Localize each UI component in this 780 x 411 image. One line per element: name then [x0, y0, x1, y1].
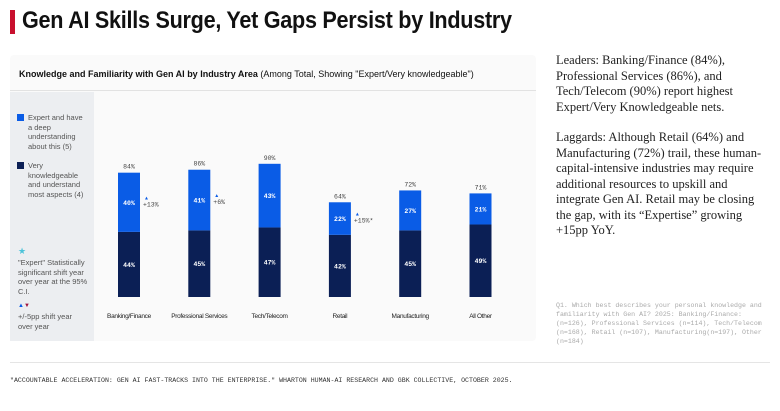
commentary-laggards: Laggards: Although Retail (64%) and Manu… [556, 130, 762, 237]
bar-value-label: 45% [193, 261, 205, 268]
source-citation: "ACCOUNTABLE ACCELERATION: GEN AI FAST-T… [10, 377, 513, 384]
bar-value-label: 45% [404, 261, 416, 268]
up-down-arrows-icon: ▲▼ [18, 303, 30, 309]
star-icon: ★ [18, 246, 27, 256]
bar-segment [328, 234, 351, 297]
category-label: Tech/Telecom [252, 313, 288, 320]
survey-note: Q1. Which best describes your personal k… [556, 302, 762, 345]
bar-total-label: 64% [334, 193, 346, 200]
bar-segment [469, 224, 492, 297]
yoy-shift-label: +6% [213, 199, 225, 206]
bar-value-label: 43% [264, 193, 276, 200]
bar-value-label: 44% [123, 262, 135, 269]
legend-swatch-very [17, 162, 24, 169]
bar-value-label: 49% [475, 258, 487, 265]
chart-title: Knowledge and Familiarity with Gen AI by… [19, 69, 258, 79]
bar-value-label: 21% [475, 206, 487, 213]
chart-legend: Expert and have a deep understanding abo… [10, 92, 94, 341]
yoy-shift-label: +13% [143, 201, 159, 208]
bar-segment [469, 193, 492, 225]
chart-header: Knowledge and Familiarity with Gen AI by… [10, 60, 536, 91]
bar-segment [328, 202, 351, 235]
legend-star-note: "Expert" Statistically significant shift… [18, 258, 88, 296]
bar-segment [258, 163, 281, 228]
up-arrow-icon: ▲ [355, 212, 360, 218]
legend-swatch-expert [17, 114, 24, 121]
page-title: Gen AI Skills Surge, Yet Gaps Persist by… [22, 7, 512, 34]
title-accent-bar [10, 10, 15, 34]
commentary: Leaders: Banking/Finance (84%), Professi… [556, 53, 771, 254]
legend-label-very: Very knowledgeable and understand most a… [28, 161, 84, 199]
up-arrow-icon: ▲ [214, 193, 219, 199]
bar-total-label: 90% [264, 155, 276, 162]
yoy-shift-label: +15%* [354, 218, 374, 225]
bar-segment [258, 227, 281, 297]
up-arrow-icon: ▲ [144, 195, 149, 201]
bar-total-label: 72% [404, 181, 416, 188]
bar-value-label: 22% [334, 216, 346, 223]
bar-total-label: 86% [193, 161, 205, 168]
divider [10, 362, 770, 363]
bar-segment [118, 172, 140, 232]
legend-shift-note: +/-5pp shift year over year [18, 312, 72, 331]
bar-segment [399, 190, 422, 231]
bar-value-label: 27% [404, 208, 416, 215]
bar-segment [188, 169, 211, 231]
category-label: Retail [332, 313, 348, 320]
legend-label-expert: Expert and have a deep understanding abo… [28, 113, 83, 151]
chart-subtitle: (Among Total, Showing "Expert/Very knowl… [260, 69, 474, 79]
bar-total-label: 71% [475, 184, 487, 191]
bar-value-label: 47% [264, 260, 276, 267]
bar-value-label: 40% [123, 200, 135, 207]
category-label: Banking/Finance [107, 313, 152, 320]
category-label: All Other [469, 313, 493, 320]
bar-value-label: 41% [193, 198, 205, 205]
bar-segment [188, 230, 211, 297]
category-label: Professional Services [171, 313, 228, 320]
bar-total-label: 84% [123, 164, 135, 171]
bar-segment [399, 230, 422, 297]
category-label: Manufacturing [392, 313, 430, 320]
bar-segment [118, 231, 140, 297]
bar-value-label: 42% [334, 263, 346, 270]
commentary-leaders: Leaders: Banking/Finance (84%), Professi… [556, 53, 734, 114]
